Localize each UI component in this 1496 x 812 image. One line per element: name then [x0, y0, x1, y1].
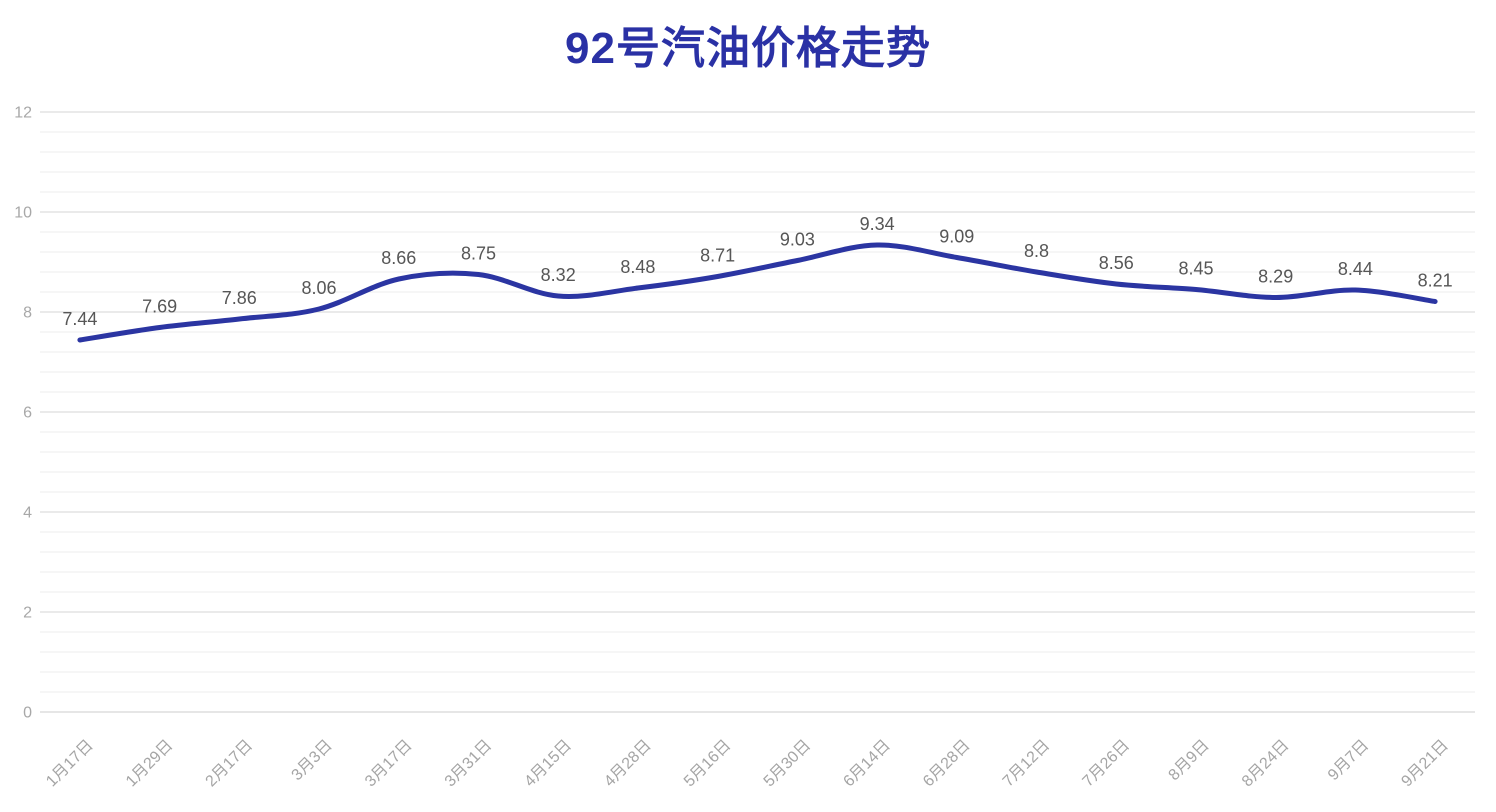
data-point-label: 8.71 — [700, 246, 735, 266]
x-axis-tick-label: 4月15日 — [521, 737, 575, 791]
data-point-label: 7.69 — [142, 297, 177, 317]
x-axis-tick-label: 1月17日 — [43, 737, 97, 791]
data-point-label: 9.03 — [780, 230, 815, 250]
data-point-label: 8.32 — [541, 265, 576, 285]
x-axis-tick-label: 7月12日 — [1000, 737, 1054, 791]
data-point-label: 8.56 — [1099, 253, 1134, 273]
x-axis-tick-label: 6月28日 — [920, 737, 974, 791]
data-point-label: 8.75 — [461, 244, 496, 264]
x-axis-tick-label: 1月29日 — [123, 737, 177, 791]
data-point-label: 8.48 — [620, 257, 655, 277]
x-axis-tick-label: 9月7日 — [1325, 737, 1372, 784]
x-axis-tick-label: 9月21日 — [1398, 737, 1452, 791]
x-axis-tick-label: 8月24日 — [1239, 737, 1293, 791]
data-point-label: 9.09 — [939, 227, 974, 247]
data-point-label: 8.45 — [1178, 259, 1213, 279]
x-axis-tick-label: 5月16日 — [681, 737, 735, 791]
x-axis-tick-label: 3月17日 — [362, 737, 416, 791]
price-trend-line — [77, 242, 1438, 343]
data-point-label: 9.34 — [860, 214, 895, 234]
x-axis-tick-label: 6月14日 — [840, 737, 894, 791]
data-point-label: 8.66 — [381, 248, 416, 268]
x-axis-tick-label: 2月17日 — [203, 737, 257, 791]
data-point-label: 7.44 — [62, 309, 97, 329]
x-axis-tick-label: 3月3日 — [289, 737, 336, 784]
y-axis-tick-label: 0 — [23, 705, 32, 722]
y-axis-tick-label: 6 — [23, 405, 32, 422]
y-axis-tick-label: 4 — [23, 505, 32, 522]
x-axis-tick-label: 8月9日 — [1166, 737, 1213, 784]
x-axis-tick-label: 5月30日 — [761, 737, 815, 791]
x-axis-tick-label: 3月31日 — [442, 737, 496, 791]
data-point-label: 8.44 — [1338, 259, 1373, 279]
x-axis-tick-label: 7月26日 — [1080, 737, 1134, 791]
data-point-label: 8.29 — [1258, 267, 1293, 287]
y-axis-tick-label: 2 — [23, 605, 32, 622]
y-axis-tick-label: 10 — [14, 205, 32, 222]
chart-title: 92号汽油价格走势 — [565, 24, 931, 73]
y-axis-tick-label: 12 — [14, 105, 32, 122]
y-axis-tick-label: 8 — [23, 305, 32, 322]
data-point-label: 8.8 — [1024, 241, 1049, 261]
data-point-label: 7.86 — [222, 288, 257, 308]
data-point-label: 8.21 — [1418, 271, 1453, 291]
data-point-label: 8.06 — [301, 278, 336, 298]
x-axis-tick-label: 4月28日 — [601, 737, 655, 791]
